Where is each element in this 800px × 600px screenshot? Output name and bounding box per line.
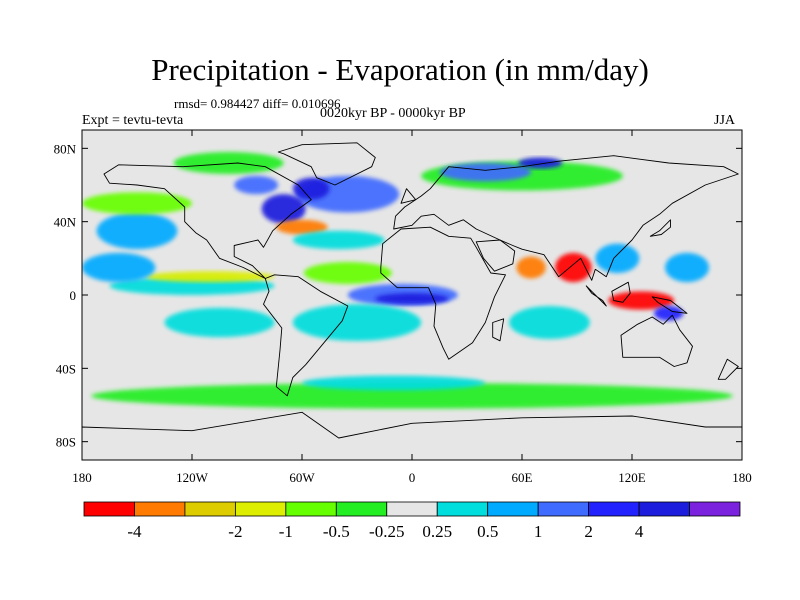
colorbar-label: 4 (635, 522, 644, 541)
colorbar-box (83, 501, 135, 517)
lon-tick-label: 0 (409, 470, 416, 485)
lat-tick-label: 40N (54, 215, 77, 230)
colorbar-label: -4 (127, 522, 142, 541)
field-layer (82, 152, 733, 409)
field-maritime-continent-wet (654, 306, 684, 321)
colorbar-label: -0.25 (369, 522, 404, 541)
colorbar-label: 0.25 (422, 522, 452, 541)
coastline-africa (380, 226, 506, 360)
field-western-pacific-wet (665, 252, 709, 283)
coastline-japan (649, 219, 671, 237)
coastline-sumatra (585, 285, 607, 307)
colorbar-box (487, 501, 539, 517)
lat-tick-label: 40S (56, 361, 76, 376)
lat-tick-label: 0 (70, 288, 77, 303)
coastline-australia (620, 314, 693, 367)
coastline-new-zealand (717, 358, 739, 380)
field-se-pacific-wet (164, 307, 275, 338)
field-arctic-canada-green (173, 152, 284, 174)
field-southern-ocean-wet (302, 375, 486, 391)
field-india-bay-drying (555, 252, 592, 283)
colorbar-label: 1 (534, 522, 543, 541)
colorbar-box (285, 501, 337, 517)
lon-tick-label: 180 (732, 470, 752, 485)
colorbar-box (335, 501, 388, 517)
coastline-south-america (263, 274, 349, 397)
field-kara-sea-wet (518, 157, 563, 169)
lon-tick-label: 120E (618, 470, 646, 485)
coastline-british-isles (400, 188, 417, 204)
colorbar-box (386, 501, 438, 517)
colorbar-box (134, 501, 186, 517)
lon-tick-label: 60W (289, 470, 315, 485)
lon-tick-label: 60E (512, 470, 533, 485)
colorbar-box (436, 501, 489, 517)
colorbar-box (537, 501, 590, 517)
coastline-new-guinea (651, 296, 688, 314)
season-label: JJA (714, 113, 736, 128)
colorbar-label: 2 (584, 522, 593, 541)
colorbar-box (184, 501, 236, 517)
field-subtropical-atlantic-wet (292, 230, 385, 250)
experiment-label: Expt = tevtu-tevta (82, 113, 184, 128)
field-siberia-wet (439, 163, 532, 182)
coastline-arabia (475, 239, 516, 272)
field-south-atlantic-wet (292, 304, 422, 341)
coastline-madagascar (492, 318, 505, 342)
lon-tick-label: 180 (72, 470, 92, 485)
coastline-north-america (103, 162, 312, 279)
lon-tick-label: 120W (176, 470, 209, 485)
lat-tick-label: 80N (54, 141, 77, 156)
colorbar-label: -2 (228, 522, 242, 541)
coastline-antarctica (82, 411, 742, 460)
field-hudson-wet (234, 175, 279, 195)
colorbar-box (638, 501, 690, 517)
figure-title: Precipitation - Evaporation (in mm/day) (151, 52, 649, 87)
colorbar-box (588, 501, 640, 517)
colorbar-box (689, 501, 741, 517)
coastline-greenland (277, 142, 376, 186)
field-southern-ocean-band (91, 383, 733, 409)
field-arabian-sea-dry (516, 256, 546, 279)
field-labrador-wet (292, 177, 330, 200)
lat-tick-label: 80S (56, 435, 76, 450)
field-north-pacific-band (82, 192, 192, 215)
colorbar-label: -0.5 (323, 522, 350, 541)
coastline-layer (82, 142, 742, 460)
field-nw-atlantic-wet (261, 194, 306, 224)
field-tropical-atlantic-drying (303, 262, 392, 284)
colorbar-label: 0.5 (477, 522, 498, 541)
field-gulf-stream-drying (276, 219, 328, 235)
field-itcz-pacific-dry (146, 271, 275, 283)
field-indian-ocean-wet (509, 306, 590, 339)
coastline-borneo (611, 281, 631, 303)
colorbar-label: -1 (279, 522, 293, 541)
coastline-europe-asia (393, 155, 739, 281)
field-south-china-wet (595, 243, 640, 273)
field-north-pacific-wet (96, 212, 178, 250)
field-eq-atlantic-core (375, 293, 449, 305)
period-label: 0020kyr BP - 0000kyr BP (320, 106, 466, 121)
field-central-pacific-wet (82, 252, 156, 283)
colorbar-box (234, 501, 287, 517)
field-maritime-continent-dry (608, 291, 675, 310)
stats-text: rmsd= 0.984427 diff= 0.010696 (174, 96, 341, 111)
